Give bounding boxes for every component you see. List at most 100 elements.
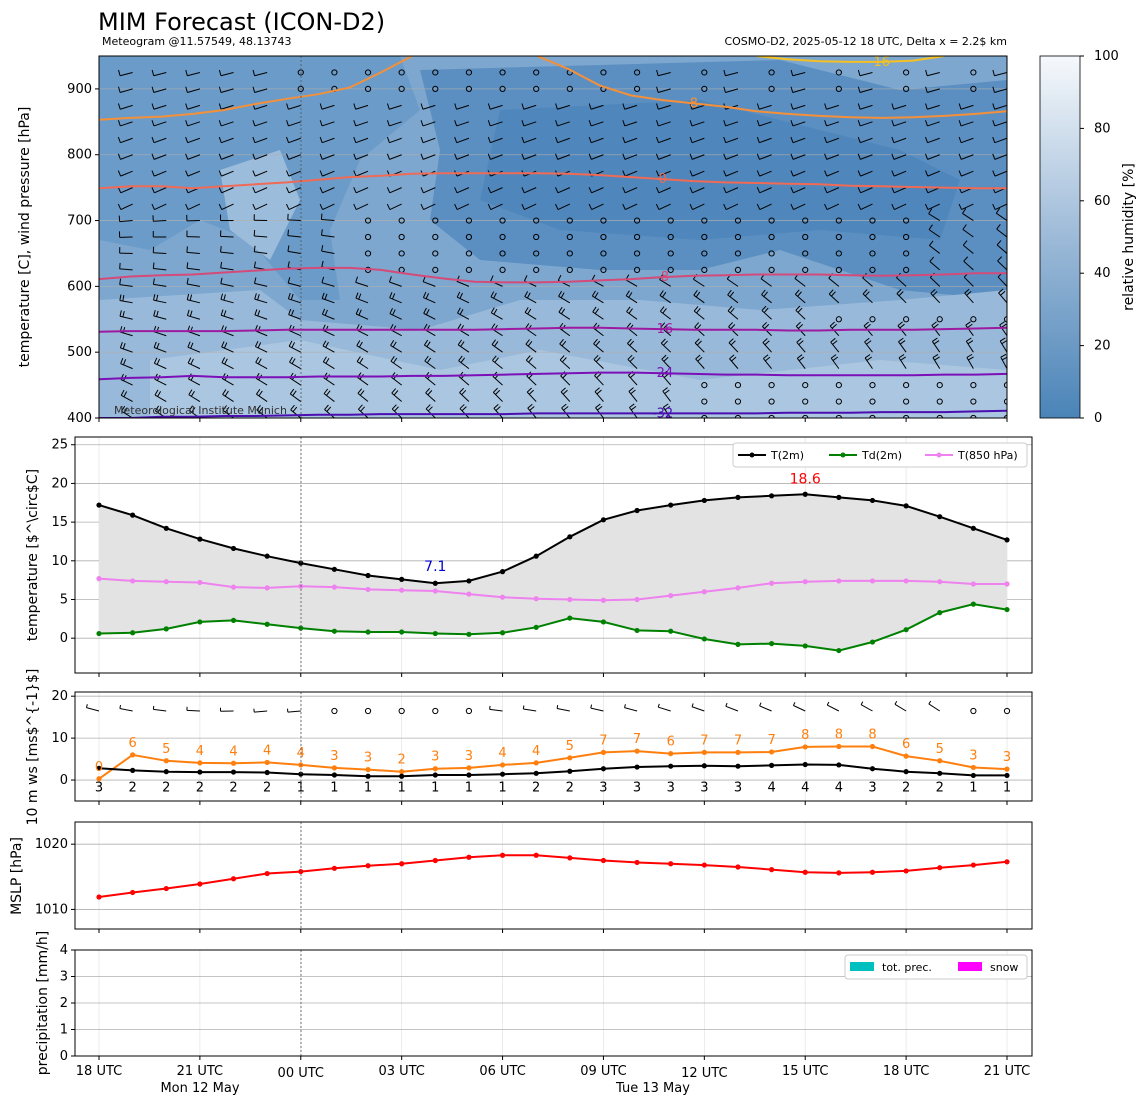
wind-barb-feather xyxy=(899,340,906,345)
wind-barb xyxy=(691,121,705,127)
gust-point xyxy=(533,760,539,766)
wind-barb xyxy=(389,187,402,194)
mslp-point xyxy=(634,859,640,866)
wind-barb xyxy=(826,203,840,210)
wind-barb-feather xyxy=(992,103,996,110)
wind-barb xyxy=(929,277,941,287)
wind-barb xyxy=(835,217,842,224)
wind-barb xyxy=(391,392,402,402)
wind-barb-feather xyxy=(689,170,693,177)
wind-barb-feather xyxy=(319,187,323,194)
chart-subtitle-left: Meteogram @11.57549, 48.13743 xyxy=(102,35,292,48)
wind-barb-feather xyxy=(153,357,158,364)
wind-barb-feather xyxy=(761,289,766,295)
wind-barb-feather xyxy=(326,406,332,412)
wind-barb xyxy=(994,71,1007,77)
wind-barb xyxy=(153,137,167,144)
wind-barb-feather xyxy=(121,405,126,412)
wind-barb-feather xyxy=(386,153,390,160)
gust-value-label: 4 xyxy=(263,743,271,758)
wind-barb xyxy=(321,234,335,238)
wind-barb-feather xyxy=(321,276,325,283)
wind-barb xyxy=(221,154,234,160)
td2m-point xyxy=(197,619,203,625)
wind-barb-feather xyxy=(360,406,365,412)
wind-barb-feather xyxy=(630,373,636,379)
wind-barb-feather xyxy=(86,295,87,301)
wind-barb xyxy=(903,233,910,241)
wind-barb xyxy=(759,104,772,110)
mslp-point xyxy=(163,885,169,892)
wind-barb xyxy=(398,85,405,93)
wind-barb xyxy=(691,104,705,110)
wind-barb xyxy=(792,88,806,93)
wind-barb-feather xyxy=(790,136,794,143)
colorbar-tick-label: 0 xyxy=(1094,411,1102,426)
wind-barb-feather xyxy=(85,103,87,109)
wind-barb-feather xyxy=(756,170,761,177)
wind-barb-feather xyxy=(689,136,693,143)
wind-barb-feather xyxy=(324,293,328,300)
wind-barb-feather xyxy=(286,170,290,177)
wind-speed-point xyxy=(701,763,707,769)
wind-barb-feather xyxy=(460,341,465,347)
wind-barb xyxy=(288,345,302,353)
wind-barb-feather xyxy=(622,153,626,160)
mslp-gridlines xyxy=(75,822,1032,929)
wind-barb xyxy=(254,314,268,320)
t850-point xyxy=(365,586,371,593)
y-tick-label: 10 xyxy=(51,554,68,569)
wind-barb xyxy=(221,362,234,370)
wind-barb xyxy=(254,282,268,287)
wind-barb xyxy=(792,121,806,127)
wind-barb-feather xyxy=(256,388,261,395)
wind-barb-feather xyxy=(864,291,870,297)
temperature-panel: 18.6 7.1 0 5 10 15 20 25 temperature [$^\circ… xyxy=(25,436,1033,677)
colorbar-tick-label: 40 xyxy=(1094,266,1111,281)
wind-barb xyxy=(869,381,876,389)
wind-barb xyxy=(288,121,301,127)
wind-barb-feather xyxy=(85,120,87,126)
wind-barb-feather xyxy=(157,407,162,413)
wind-barb xyxy=(99,269,100,270)
wind-barb xyxy=(593,359,604,369)
wind-barb-feather xyxy=(460,357,466,363)
wind-barb xyxy=(893,154,907,160)
y-tick-label: 10 xyxy=(51,731,68,746)
wind-barb xyxy=(220,267,234,271)
max-temperature-label: 18.6 xyxy=(790,471,821,487)
wind-barb xyxy=(322,345,335,353)
wind-barb xyxy=(734,381,742,389)
wind-barb-feather xyxy=(857,136,861,143)
wind-barb xyxy=(254,330,268,337)
wind-barb-feather xyxy=(291,342,296,348)
wind-barb-feather xyxy=(924,153,929,160)
wind-barb xyxy=(667,233,674,241)
wind-barb-feather xyxy=(1000,290,1006,296)
wind-barb-feather xyxy=(461,389,467,396)
wind-barb xyxy=(288,298,301,304)
wind-speed-point xyxy=(298,771,304,777)
wind-barb xyxy=(693,294,705,304)
wind-barb xyxy=(187,104,201,110)
wind-barb xyxy=(835,398,842,405)
wind-barb xyxy=(795,309,806,320)
wind-barb-feather xyxy=(925,136,928,143)
wind-barb-feather xyxy=(223,342,228,349)
wind-barb xyxy=(398,250,405,257)
mslp-y-ticks: 1010 1020 xyxy=(35,837,1008,933)
wind-barb-feather xyxy=(897,321,903,327)
wind-barb-feather xyxy=(188,389,193,396)
wind-barb-feather xyxy=(898,354,905,359)
wind-barb-feather xyxy=(729,291,735,298)
wind-barb xyxy=(903,69,910,76)
wind-barb-feather xyxy=(427,406,433,412)
t850-line xyxy=(98,577,1007,602)
wind-barb xyxy=(287,250,301,254)
wind-barb-feather xyxy=(521,103,525,110)
wind-barb xyxy=(120,347,133,353)
wind-speed-value-label: 2 xyxy=(263,780,271,795)
wind-barb-feather xyxy=(224,358,228,365)
wind-barb-feather xyxy=(326,390,331,396)
wind-speed-point xyxy=(331,772,338,778)
